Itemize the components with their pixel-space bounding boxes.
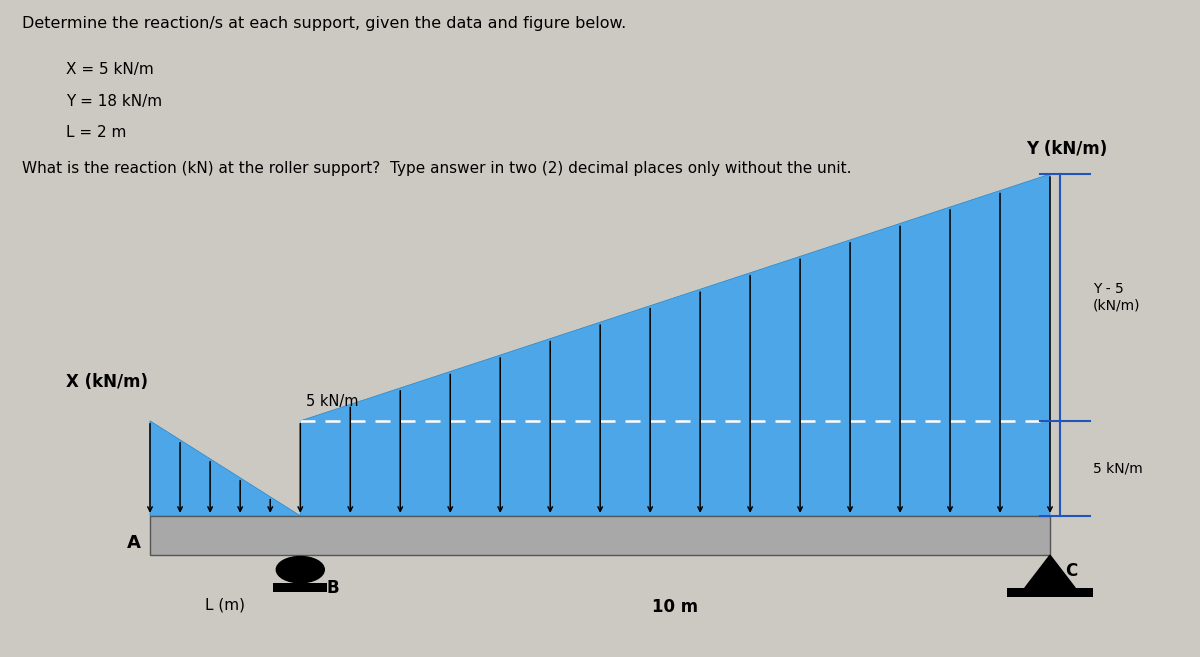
Text: 5 kN/m: 5 kN/m <box>306 394 359 409</box>
Text: B: B <box>326 579 340 597</box>
Text: C: C <box>1066 562 1078 579</box>
Text: A: A <box>126 534 140 552</box>
Bar <box>150 516 1050 555</box>
Text: L (m): L (m) <box>205 598 245 613</box>
Text: 10 m: 10 m <box>652 598 698 616</box>
Text: L = 2 m: L = 2 m <box>66 125 126 141</box>
Text: X (kN/m): X (kN/m) <box>66 373 148 392</box>
Text: Y = 18 kN/m: Y = 18 kN/m <box>66 94 162 109</box>
Bar <box>1007 588 1093 597</box>
Text: X = 5 kN/m: X = 5 kN/m <box>66 62 154 78</box>
Bar <box>274 583 328 592</box>
Text: What is the reaction (kN) at the roller support?  Type answer in two (2) decimal: What is the reaction (kN) at the roller … <box>22 161 851 176</box>
Text: Determine the reaction/s at each support, given the data and figure below.: Determine the reaction/s at each support… <box>22 16 626 32</box>
Text: Y (kN/m): Y (kN/m) <box>1026 140 1108 158</box>
Polygon shape <box>150 421 300 516</box>
Text: Y - 5
(kN/m): Y - 5 (kN/m) <box>1093 283 1141 313</box>
Text: 5 kN/m: 5 kN/m <box>1093 461 1142 475</box>
Polygon shape <box>300 174 1050 516</box>
Circle shape <box>276 556 324 583</box>
Polygon shape <box>1025 555 1075 588</box>
